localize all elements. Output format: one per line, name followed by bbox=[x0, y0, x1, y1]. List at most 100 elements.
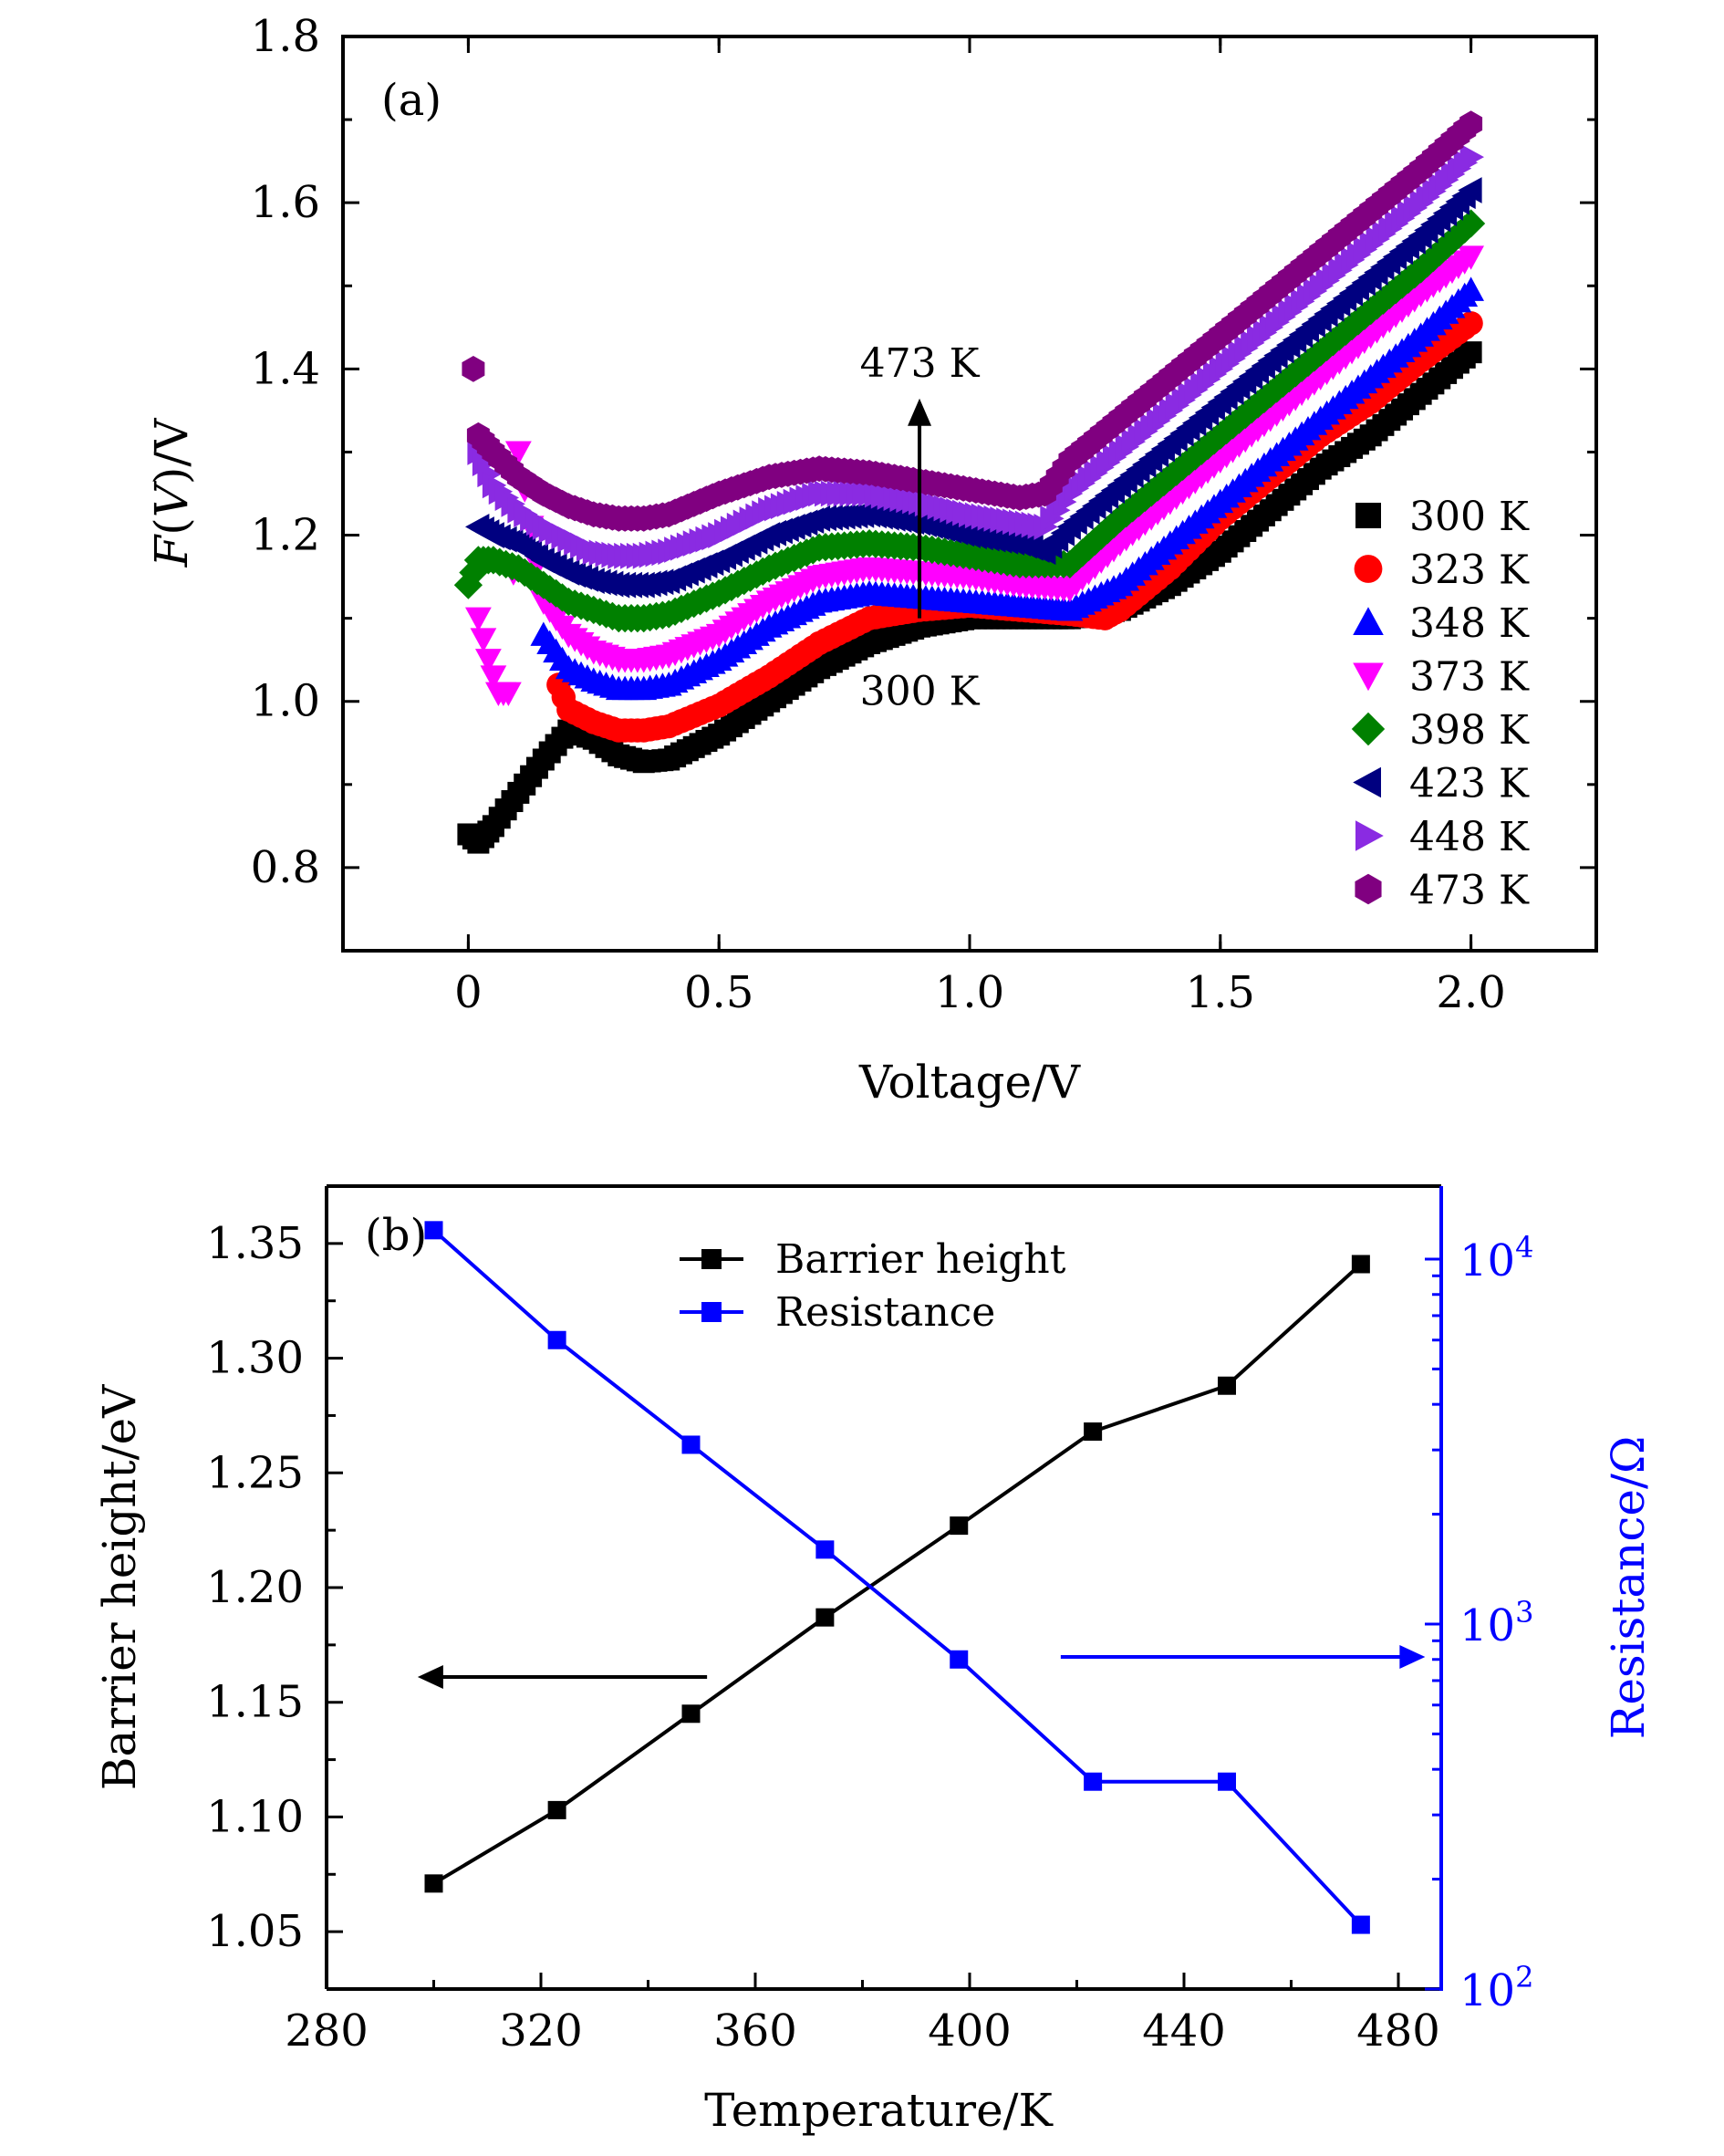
tick-exponent: 3 bbox=[1515, 1595, 1533, 1630]
panel-a-y-axis-title: F(V)/V bbox=[145, 418, 198, 568]
series-line bbox=[432, 1263, 1363, 1886]
legend-label: 398 K bbox=[1409, 707, 1530, 754]
annotation-300k: 300 K bbox=[860, 669, 981, 715]
legend-marker-shape bbox=[1355, 873, 1382, 905]
data-point bbox=[1458, 177, 1482, 203]
ylabel-unit: )/V bbox=[145, 418, 198, 484]
data-point bbox=[1351, 1915, 1370, 1934]
x-tick-label: 2.0 bbox=[1436, 967, 1505, 1018]
legend-marker-shape bbox=[1351, 712, 1386, 746]
legend-item-resistance: Resistance bbox=[680, 1289, 995, 1336]
legend-label: Resistance bbox=[775, 1289, 995, 1336]
series-423k bbox=[464, 177, 1482, 599]
data-point bbox=[464, 607, 492, 632]
data-point bbox=[547, 1800, 566, 1819]
y-tick-label: 1.6 bbox=[251, 177, 320, 228]
arrow-head bbox=[417, 1665, 443, 1690]
legend-label: 448 K bbox=[1409, 814, 1530, 860]
panel-b-left-axis-title: Barrier height/eV bbox=[93, 1384, 146, 1790]
legend-marker-shape bbox=[1353, 662, 1384, 692]
legend-square bbox=[701, 1249, 722, 1269]
y-tick-label: 1.8 bbox=[251, 11, 320, 62]
legend-marker-hexagon bbox=[1355, 873, 1382, 905]
series-473k bbox=[462, 110, 1483, 532]
x-tick-label: 440 bbox=[1142, 2005, 1226, 2057]
data-point bbox=[474, 649, 502, 673]
panel-b-right-tick-labels: 102 103 104 bbox=[1459, 1230, 1533, 2016]
panel-a-ticks bbox=[343, 35, 1596, 953]
legend-item-barrier-height: Barrier height bbox=[680, 1236, 1066, 1283]
arrow-head bbox=[1399, 1645, 1426, 1669]
data-point bbox=[815, 1540, 835, 1559]
series-resistance bbox=[424, 1221, 1370, 1934]
legend-label: 300 K bbox=[1409, 494, 1530, 540]
data-point bbox=[1459, 341, 1482, 364]
series-373k bbox=[464, 245, 1484, 707]
legend-marker-diamond bbox=[1351, 712, 1386, 746]
legend-item-423k: 423 K bbox=[1353, 761, 1530, 807]
data-point bbox=[1084, 1422, 1103, 1442]
y-left-tick-label: 1.25 bbox=[206, 1447, 304, 1498]
series-300k bbox=[457, 341, 1482, 854]
legend-item-300k: 300 K bbox=[1355, 494, 1530, 540]
legend-label: 323 K bbox=[1409, 547, 1530, 594]
data-point bbox=[1218, 1376, 1236, 1395]
series-barrier-height bbox=[424, 1255, 1370, 1893]
y-tick-label: 1.2 bbox=[251, 510, 320, 561]
panel-b-series bbox=[424, 1221, 1370, 1934]
legend-marker-triangle-up bbox=[1353, 607, 1384, 635]
legend-item-323k: 323 K bbox=[1354, 547, 1530, 594]
tick-base: 10 bbox=[1459, 1600, 1515, 1651]
legend-marker-triangle-left bbox=[1353, 766, 1381, 798]
legend-label: 473 K bbox=[1409, 868, 1530, 914]
tick-exponent: 2 bbox=[1515, 1960, 1533, 1995]
x-tick-label: 280 bbox=[285, 2005, 369, 2057]
axis-arrow-left bbox=[417, 1665, 708, 1690]
y-left-tick-label: 1.05 bbox=[206, 1906, 304, 1957]
x-tick-label: 1.0 bbox=[935, 967, 1004, 1018]
axis-arrow-right bbox=[1060, 1645, 1426, 1669]
panel-a-legend: 300 K 323 K 348 K 373 K 398 K 423 K 448 … bbox=[1351, 494, 1530, 914]
y-tick-label: 1.4 bbox=[251, 343, 320, 394]
data-point bbox=[1351, 1255, 1370, 1274]
data-point bbox=[459, 557, 488, 588]
panel-a-label: (a) bbox=[381, 75, 441, 126]
panel-b: 280 320 360 400 440 480 1.05 1.10 1.15 1.20 1.25 1.… bbox=[93, 1184, 1655, 2137]
x-tick-label: 0 bbox=[454, 967, 483, 1018]
right-tick-label: 102 bbox=[1459, 1960, 1533, 2016]
data-point bbox=[480, 665, 507, 690]
legend-marker-triangle-right bbox=[1355, 820, 1384, 851]
y-left-tick-label: 1.15 bbox=[206, 1677, 304, 1728]
panel-b-x-axis-title: Temperature/K bbox=[704, 2084, 1054, 2137]
panel-a-data-markers bbox=[453, 110, 1486, 854]
data-point bbox=[1458, 276, 1484, 301]
panel-a-x-axis-title: Voltage/V bbox=[858, 1056, 1081, 1109]
y-tick-label: 0.8 bbox=[251, 842, 320, 893]
right-tick-label: 104 bbox=[1459, 1230, 1533, 1286]
tick-base: 10 bbox=[1459, 1235, 1515, 1286]
panel-b-ticks bbox=[325, 1242, 1441, 1991]
panel-b-right-axis-title: Resistance/Ω bbox=[1602, 1436, 1655, 1740]
legend-item-448k: 448 K bbox=[1355, 814, 1530, 860]
panel-a-tick-labels: 0 0.5 1.0 1.5 2.0 0.8 1.0 1.2 1.4 1.6 1.8 bbox=[251, 11, 1506, 1018]
ylabel-paren: ( bbox=[145, 517, 198, 536]
data-point bbox=[470, 628, 497, 652]
y-left-tick-label: 1.20 bbox=[206, 1562, 304, 1613]
annotation-473k: 473 K bbox=[860, 340, 981, 387]
panel-a: 0 0.5 1.0 1.5 2.0 0.8 1.0 1.2 1.4 1.6 1.8 (a) F(V)… bbox=[145, 11, 1598, 1109]
data-point bbox=[462, 355, 485, 382]
legend-item-373k: 373 K bbox=[1353, 654, 1530, 701]
legend-marker-shape bbox=[1355, 503, 1381, 528]
legend-item-473k: 473 K bbox=[1355, 868, 1530, 914]
y-tick-label: 1.0 bbox=[251, 676, 320, 727]
data-point bbox=[494, 682, 522, 707]
data-point bbox=[1459, 110, 1483, 138]
data-point bbox=[815, 1608, 835, 1627]
x-tick-label: 400 bbox=[928, 2005, 1012, 2057]
tick-base: 10 bbox=[1459, 1965, 1515, 2016]
legend-square bbox=[701, 1302, 722, 1322]
x-tick-label: 480 bbox=[1356, 2005, 1440, 2057]
legend-label: 348 K bbox=[1409, 600, 1530, 647]
legend-label: 423 K bbox=[1409, 761, 1530, 807]
data-point bbox=[547, 1330, 566, 1349]
